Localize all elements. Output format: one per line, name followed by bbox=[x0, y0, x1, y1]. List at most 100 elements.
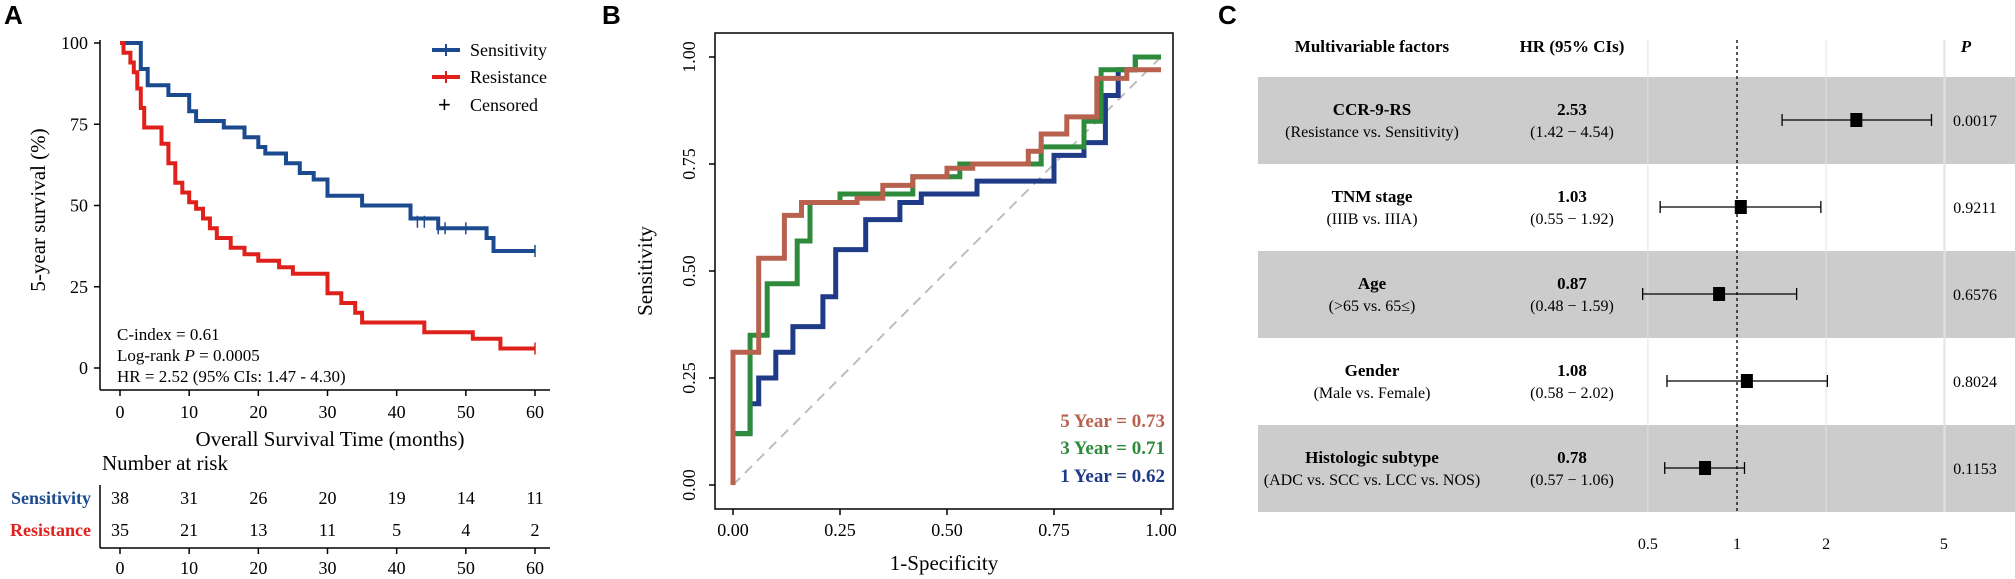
forest-axis-tick-label: 0.5 bbox=[1638, 536, 1658, 553]
forest-hr-point bbox=[1740, 374, 1753, 388]
roc-y-tick-label: 0.25 bbox=[679, 362, 699, 394]
forest-hr-value: 0.78 bbox=[1557, 448, 1587, 467]
forest-factor-comparison: (>65 vs. 65≤) bbox=[1329, 298, 1416, 315]
forest-header-factors: Multivariable factors bbox=[1295, 37, 1450, 56]
forest-plot: Multivariable factors HR (95% CIs) P CCR… bbox=[1258, 37, 2015, 553]
km-x-tick-label: 0 bbox=[116, 402, 125, 422]
forest-factor-comparison: (Male vs. Female) bbox=[1314, 385, 1431, 402]
km-y-tick-label: 75 bbox=[70, 114, 88, 134]
risk-cell: 20 bbox=[319, 488, 337, 508]
km-x-tick-label: 10 bbox=[180, 402, 198, 422]
risk-cell: 31 bbox=[180, 488, 198, 508]
km-curve-resistance bbox=[120, 41, 535, 351]
roc-y-tick-label: 0.75 bbox=[679, 148, 699, 180]
km-x-label: Overall Survival Time (months) bbox=[196, 427, 465, 451]
km-hr: HR = 2.52 (95% CIs: 1.47 - 4.30) bbox=[117, 367, 346, 386]
risk-cell: 35 bbox=[111, 520, 129, 540]
roc-x-tick-label: 1.00 bbox=[1145, 520, 1177, 540]
roc-legend-3-year: 3 Year = 0.71 bbox=[1060, 438, 1165, 459]
km-y-tick-label: 100 bbox=[61, 33, 88, 53]
roc-x-tick-label: 0.25 bbox=[824, 520, 856, 540]
km-x-tick-label: 40 bbox=[388, 402, 406, 422]
roc-y-label: Sensitivity bbox=[633, 226, 657, 316]
forest-ci-value: (1.42 − 4.54) bbox=[1530, 124, 1614, 141]
risk-cell: 38 bbox=[111, 488, 129, 508]
km-logrank: Log-rank P = 0.0005 bbox=[117, 346, 260, 365]
forest-factor-name: CCR-9-RS bbox=[1333, 100, 1411, 119]
risk-table: Number at risk Sensitivity Resistance 38… bbox=[10, 451, 550, 578]
risk-cell: 26 bbox=[249, 488, 267, 508]
km-cindex: C-index = 0.61 bbox=[117, 325, 220, 344]
km-curves bbox=[120, 41, 536, 355]
risk-cell: 13 bbox=[249, 520, 267, 540]
roc-curve-1-year bbox=[733, 54, 1161, 437]
forest-p-value: 0.1153 bbox=[1953, 461, 1996, 478]
forest-hr-value: 2.53 bbox=[1557, 100, 1587, 119]
risk-cell: 4 bbox=[461, 520, 470, 540]
panel-label-a: A bbox=[4, 0, 23, 30]
risk-cell: 21 bbox=[180, 520, 198, 540]
forest-header-hr: HR (95% CIs) bbox=[1520, 37, 1625, 56]
forest-p-value: 0.6576 bbox=[1953, 287, 1997, 304]
km-y-tick-label: 50 bbox=[70, 196, 88, 216]
forest-hr-point bbox=[1850, 113, 1863, 127]
roc-curves bbox=[730, 54, 1161, 485]
km-plot: 0 25 50 75 100 0 10 20 30 40 50 60 5-year survival… bbox=[26, 33, 550, 451]
forest-ci-value: (0.58 − 2.02) bbox=[1530, 385, 1614, 402]
forest-factor-comparison: (ADC vs. SCC vs. LCC vs. NOS) bbox=[1264, 472, 1480, 489]
forest-factor-comparison: (IIIB vs. IIIA) bbox=[1326, 211, 1417, 228]
legend-sensitivity-label: Sensitivity bbox=[470, 40, 547, 60]
roc-x-tick-label: 0.75 bbox=[1038, 520, 1070, 540]
km-x-tick-label: 50 bbox=[457, 402, 475, 422]
roc-x-ticks: 0.00 0.25 0.50 0.75 1.00 bbox=[717, 509, 1177, 540]
risk-x-ticks: 0 10 20 30 40 50 60 bbox=[116, 548, 544, 578]
forest-axis-tick-label: 5 bbox=[1940, 536, 1948, 553]
roc-y-ticks: 0.00 0.25 0.50 0.75 1.00 bbox=[679, 41, 715, 501]
forest-p-value: 0.0017 bbox=[1953, 113, 1997, 130]
forest-axis-ticks: 0.5 1 2 5 bbox=[1638, 536, 1948, 553]
risk-cell: 11 bbox=[319, 520, 336, 540]
forest-row-band bbox=[1258, 251, 2015, 338]
risk-x-tick-label: 40 bbox=[388, 558, 406, 578]
km-curve-sensitivity bbox=[120, 41, 535, 253]
roc-x-tick-label: 0.00 bbox=[717, 520, 749, 540]
forest-hr-point bbox=[1713, 287, 1726, 301]
risk-row-sensitivity-label: Sensitivity bbox=[11, 488, 91, 508]
risk-x-tick-label: 50 bbox=[457, 558, 475, 578]
forest-ci-value: (0.48 − 1.59) bbox=[1530, 298, 1614, 315]
forest-factor-name: Histologic subtype bbox=[1305, 448, 1439, 467]
km-x-tick-label: 20 bbox=[249, 402, 267, 422]
forest-ci-value: (0.57 − 1.06) bbox=[1530, 472, 1614, 489]
km-y-tick-label: 0 bbox=[79, 358, 88, 378]
risk-cell: 2 bbox=[531, 520, 540, 540]
forest-axis-tick-label: 1 bbox=[1733, 536, 1741, 553]
forest-rows: CCR-9-RS (Resistance vs. Sensitivity) 2.53… bbox=[1264, 100, 1997, 489]
risk-table-title: Number at risk bbox=[102, 451, 228, 475]
km-legend: Sensitivity Resistance + Censored bbox=[432, 40, 547, 117]
risk-cell: 11 bbox=[526, 488, 543, 508]
forest-hr-value: 0.87 bbox=[1557, 274, 1587, 293]
km-x-ticks: 0 10 20 30 40 50 60 bbox=[116, 390, 544, 422]
forest-hr-value: 1.03 bbox=[1557, 187, 1587, 206]
risk-x-tick-label: 10 bbox=[180, 558, 198, 578]
roc-legend-1-year: 1 Year = 0.62 bbox=[1060, 466, 1165, 487]
forest-axis-tick-label: 2 bbox=[1822, 536, 1830, 553]
forest-bands bbox=[1258, 77, 2015, 512]
km-y-ticks: 0 25 50 75 100 bbox=[61, 33, 100, 378]
forest-row-band bbox=[1258, 425, 2015, 512]
risk-x-tick-label: 0 bbox=[116, 558, 125, 578]
km-y-label: 5-year survival (%) bbox=[26, 128, 50, 291]
forest-ci-value: (0.55 − 1.92) bbox=[1530, 211, 1614, 228]
risk-cells: 38 31 26 20 19 14 11 35 21 13 11 5 4 2 bbox=[111, 488, 544, 540]
km-x-tick-label: 30 bbox=[319, 402, 337, 422]
km-y-tick-label: 25 bbox=[70, 277, 88, 297]
panel-label-b: B bbox=[602, 0, 621, 30]
forest-factor-name: Gender bbox=[1345, 361, 1400, 380]
risk-row-resistance-label: Resistance bbox=[10, 520, 91, 540]
forest-header-p: P bbox=[1960, 37, 1972, 56]
forest-gridlines bbox=[1647, 40, 1946, 512]
risk-x-tick-label: 30 bbox=[319, 558, 337, 578]
roc-x-label: 1-Specificity bbox=[890, 551, 999, 575]
roc-plot: 0.00 0.25 0.50 0.75 1.00 0.00 0.25 0.50 0.75 1.0… bbox=[633, 32, 1177, 575]
